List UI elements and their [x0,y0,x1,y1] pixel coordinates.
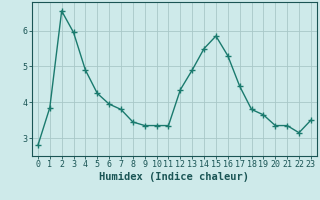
X-axis label: Humidex (Indice chaleur): Humidex (Indice chaleur) [100,172,249,182]
